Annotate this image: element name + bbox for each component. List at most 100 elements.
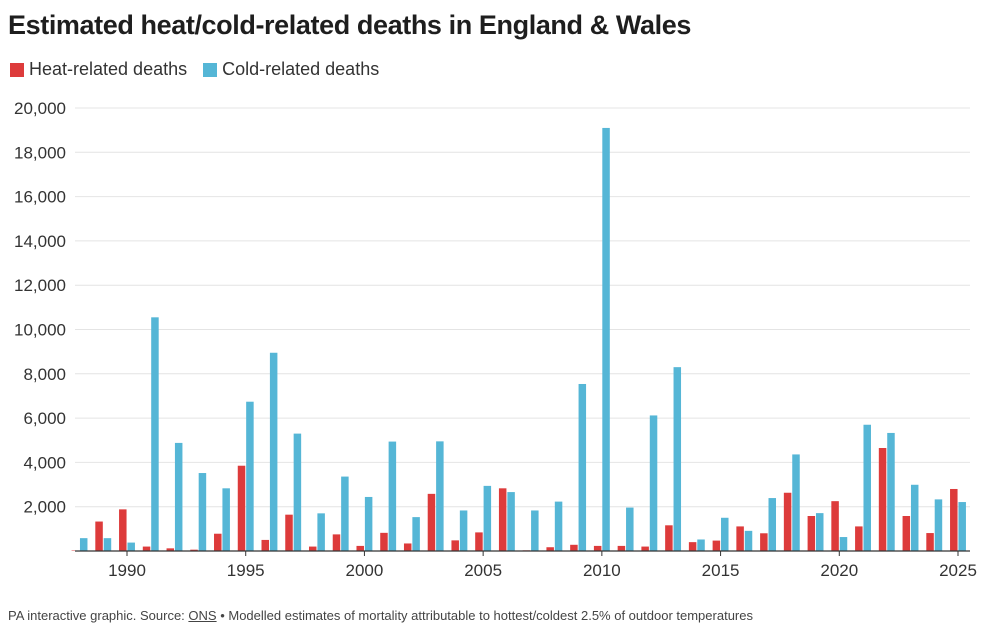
bar-heat (308, 546, 317, 551)
bar-heat (95, 521, 103, 551)
bar-heat (641, 546, 649, 551)
bar-cold (863, 424, 871, 551)
bar-cold (436, 441, 444, 551)
bar-cold (839, 537, 848, 551)
bar-heat (403, 543, 412, 551)
bar-cold (364, 496, 373, 551)
bar-heat (451, 540, 459, 551)
bar-cold (198, 473, 207, 551)
bar-heat (878, 448, 887, 551)
chart-title: Estimated heat/cold-related deaths in En… (8, 10, 691, 40)
bar-heat (356, 545, 364, 551)
bar-cold (910, 484, 919, 551)
bar-cold (222, 488, 230, 551)
bar-cold (626, 507, 634, 551)
source-link[interactable]: ONS (188, 608, 217, 623)
bar-cold (934, 499, 943, 551)
bar-heat (665, 525, 673, 551)
x-tick-label: 2000 (346, 561, 384, 580)
x-tick-label: 1995 (227, 561, 265, 580)
bar-heat (593, 545, 602, 551)
y-tick-label: 10,000 (14, 321, 66, 340)
bar-cold (127, 542, 135, 551)
bar-cold (721, 517, 729, 551)
bar-cold (958, 502, 966, 551)
bar-heat (926, 533, 934, 551)
bar-cold (246, 401, 254, 551)
y-tick-label: 20,000 (14, 99, 66, 118)
legend-label-heat: Heat-related deaths (29, 59, 188, 79)
footer-note: PA interactive graphic. Source: ONS • Mo… (8, 608, 753, 623)
bar-heat (855, 526, 863, 551)
bar-heat (475, 532, 483, 551)
bar-heat (427, 493, 436, 551)
bar-heat (261, 539, 270, 551)
bar-chart: 2,000 4,000 6,000 8,000 10,000 12,000 14,000 16… (14, 99, 977, 580)
legend: Heat-related deaths Cold-related deaths (10, 59, 395, 80)
bar-cold (649, 415, 658, 551)
bar-cold (815, 513, 824, 551)
bar-cold (483, 485, 492, 551)
bar-heat (736, 526, 744, 551)
bar-cold (79, 538, 88, 551)
footer-prefix: PA interactive graphic. Source: (8, 608, 189, 623)
bar-heat (950, 488, 958, 551)
x-tick-label: 2015 (702, 561, 740, 580)
bar-heat (332, 534, 341, 551)
bar-cold (412, 517, 420, 551)
bar-cold (174, 442, 183, 551)
legend-item-heat: Heat-related deaths (10, 59, 187, 80)
x-tick-label: 2010 (583, 561, 621, 580)
y-tick-label: 6,000 (23, 409, 66, 428)
bar-heat (166, 548, 175, 551)
bar-cold (388, 441, 397, 551)
bar-heat (688, 542, 697, 551)
x-tick-label: 1990 (108, 561, 146, 580)
x-tick-label: 2005 (464, 561, 502, 580)
bar-cold (887, 432, 895, 551)
legend-item-cold: Cold-related deaths (203, 59, 379, 80)
bar-heat (498, 488, 507, 551)
bar-heat (760, 533, 768, 551)
bar-cold (578, 383, 587, 551)
bar-heat (546, 547, 554, 551)
bar-cold (697, 539, 705, 551)
bar-heat (712, 540, 721, 551)
bar-heat (214, 533, 222, 551)
bar-heat (783, 492, 792, 551)
y-tick-label: 12,000 (14, 276, 66, 295)
bar-cold (602, 127, 610, 551)
bar-heat (190, 549, 198, 551)
bar-heat (831, 501, 839, 551)
y-tick-label: 16,000 (14, 188, 66, 207)
bar-cold (341, 476, 349, 551)
bar-cold (531, 510, 539, 551)
y-tick-label: 18,000 (14, 143, 66, 162)
bar-cold (744, 530, 753, 551)
bar-heat (119, 509, 127, 551)
bar-cold (317, 513, 325, 551)
bar-heat (142, 546, 151, 551)
bar-heat (237, 465, 246, 551)
bar-cold (103, 538, 112, 551)
bar-heat (285, 514, 293, 551)
bar-cold (768, 498, 777, 551)
legend-label-cold: Cold-related deaths (222, 59, 380, 79)
bar-cold (792, 454, 800, 551)
x-tick-label: 2020 (820, 561, 858, 580)
x-tick-label: 2025 (939, 561, 977, 580)
bar-heat (570, 544, 578, 551)
bar-cold (554, 501, 563, 551)
bar-cold (269, 352, 278, 551)
bar-cold (459, 510, 468, 551)
y-tick-label: 14,000 (14, 232, 66, 251)
bar-cold (293, 433, 302, 551)
legend-swatch-cold (203, 62, 218, 77)
y-tick-label: 8,000 (23, 365, 66, 384)
bar-heat (902, 516, 911, 551)
bar-cold (673, 367, 682, 551)
bar-heat (380, 532, 388, 551)
y-tick-label: 2,000 (23, 498, 66, 517)
bar-cold (507, 492, 515, 551)
y-tick-label: 4,000 (23, 453, 66, 472)
